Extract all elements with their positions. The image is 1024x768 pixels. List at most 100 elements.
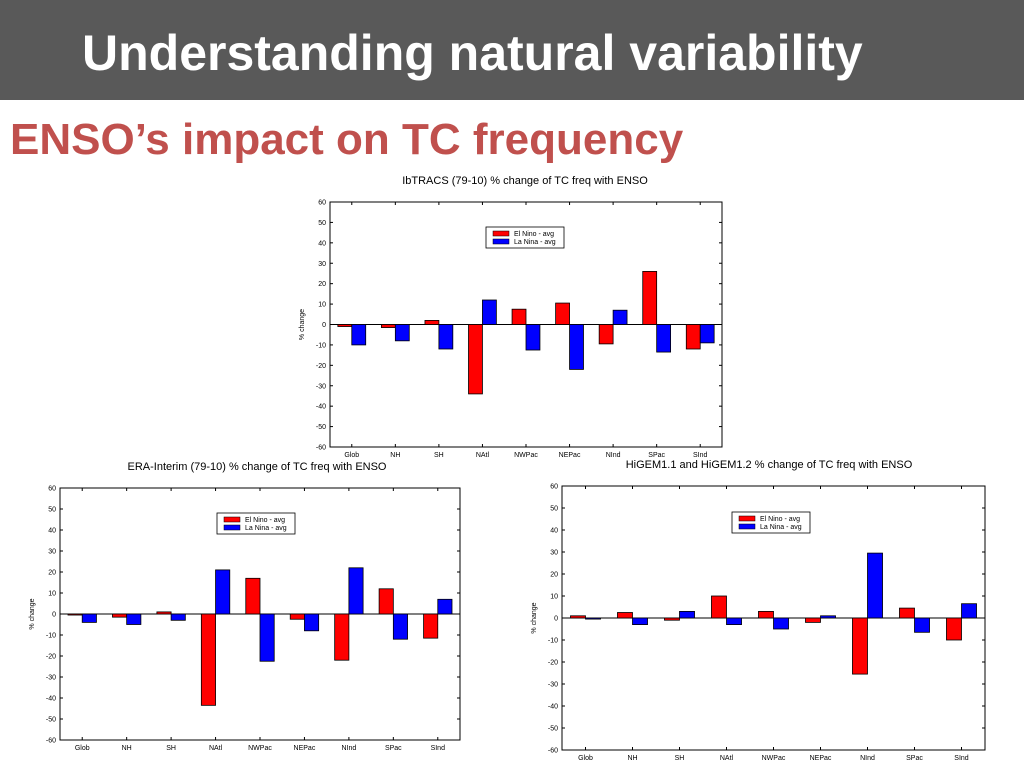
bar-el-nino — [468, 324, 483, 395]
bar-el-nino — [711, 595, 727, 619]
bar-la-nina — [961, 603, 977, 619]
bar-el-nino — [685, 324, 701, 350]
y-tick-label: 30 — [318, 261, 326, 268]
y-tick-label: -30 — [316, 383, 326, 390]
x-tick-label: SPac — [648, 452, 665, 459]
y-tick-label: 20 — [318, 281, 326, 288]
x-tick-label: NWPac — [248, 745, 272, 752]
bar-el-nino — [758, 610, 774, 619]
bar-el-nino — [67, 613, 83, 616]
y-tick-label: 30 — [550, 550, 558, 557]
bar-el-nino — [112, 613, 128, 618]
y-tick-label: 20 — [48, 570, 56, 577]
y-tick-label: -60 — [548, 748, 558, 755]
x-tick-label: NInd — [860, 755, 875, 762]
y-tick-label: 50 — [550, 506, 558, 513]
bar-el-nino — [380, 324, 396, 328]
bar-la-nina — [482, 299, 497, 325]
y-tick-label: -60 — [46, 738, 56, 745]
y-axis-label: % change — [29, 598, 36, 629]
x-tick-label: NEPac — [810, 755, 832, 762]
legend-swatch-la-nina — [492, 238, 510, 245]
y-tick-label: 60 — [550, 484, 558, 491]
y-tick-label: 50 — [48, 507, 56, 514]
bar-la-nina — [585, 617, 601, 620]
legend-swatch-la-nina — [223, 524, 241, 531]
legend-swatch-el-nino — [738, 515, 756, 522]
bar-el-nino — [156, 611, 172, 615]
bar-el-nino — [423, 613, 439, 639]
y-tick-label: 10 — [550, 594, 558, 601]
y-tick-label: 30 — [48, 549, 56, 556]
bar-la-nina — [351, 324, 367, 346]
x-tick-label: NH — [390, 452, 400, 459]
bar-el-nino — [617, 612, 633, 619]
bar-la-nina — [348, 567, 364, 615]
bar-la-nina — [81, 613, 97, 623]
x-tick-label: SInd — [693, 452, 708, 459]
x-tick-label: SH — [675, 755, 685, 762]
x-tick-label: NWPac — [514, 452, 538, 459]
y-tick-label: -40 — [46, 696, 56, 703]
x-tick-label: Glob — [75, 745, 90, 752]
chart-ibtracs: IbTRACS (79-10) % change of TC freq with… — [299, 175, 723, 459]
x-tick-label: SInd — [954, 755, 969, 762]
bar-la-nina — [259, 613, 275, 662]
y-tick-label: -50 — [46, 717, 56, 724]
chart-era-interim: ERA-Interim (79-10) % change of TC freq … — [29, 461, 461, 752]
bar-la-nina — [392, 613, 408, 640]
x-tick-label: NAtl — [720, 755, 734, 762]
y-tick-label: -20 — [46, 654, 56, 661]
bar-la-nina — [437, 598, 453, 615]
bar-el-nino — [424, 320, 440, 325]
y-tick-label: 60 — [318, 200, 326, 207]
title-bar — [0, 0, 1024, 100]
bar-la-nina — [569, 324, 584, 370]
x-tick-label: NH — [627, 755, 637, 762]
bar-el-nino — [899, 607, 915, 619]
bar-la-nina — [656, 324, 672, 353]
legend-label-la-nina: La Nina - avg — [245, 525, 287, 532]
bar-la-nina — [612, 309, 628, 325]
chart-title: HiGEM1.1 and HiGEM1.2 % change of TC fre… — [626, 459, 913, 471]
bar-el-nino — [289, 613, 305, 620]
legend-label-la-nina: La Nina - avg — [514, 239, 556, 246]
bar-el-nino — [598, 324, 614, 345]
x-tick-label: NInd — [606, 452, 621, 459]
x-tick-label: NAtl — [476, 452, 490, 459]
x-tick-label: SH — [434, 452, 444, 459]
x-tick-label: SInd — [431, 745, 446, 752]
bar-el-nino — [852, 617, 868, 675]
chart-title: ERA-Interim (79-10) % change of TC freq … — [127, 461, 386, 473]
x-tick-label: NEPac — [294, 745, 316, 752]
y-tick-label: 40 — [48, 528, 56, 535]
y-tick-label: 0 — [554, 616, 558, 623]
x-tick-label: SPac — [385, 745, 402, 752]
y-axis-label: % change — [299, 309, 306, 340]
y-tick-label: -40 — [316, 404, 326, 411]
bar-la-nina — [215, 569, 231, 615]
legend-label-el-nino: El Nino - avg — [245, 517, 285, 524]
y-tick-label: -60 — [316, 445, 326, 452]
y-tick-label: -50 — [548, 726, 558, 733]
slide-title: Understanding natural variability — [82, 25, 863, 81]
y-tick-label: -20 — [316, 363, 326, 370]
legend-swatch-la-nina — [738, 523, 756, 530]
bar-el-nino — [555, 302, 570, 325]
y-axis-label: % change — [531, 602, 538, 633]
bar-la-nina — [632, 617, 648, 625]
legend-label-el-nino: El Nino - avg — [514, 231, 554, 238]
bar-la-nina — [438, 324, 454, 350]
legend-label-la-nina: La Nina - avg — [760, 524, 802, 531]
x-tick-label: NEPac — [559, 452, 581, 459]
y-tick-label: 0 — [52, 612, 56, 619]
x-tick-label: NInd — [341, 745, 356, 752]
bar-la-nina — [867, 552, 883, 619]
y-tick-label: 10 — [48, 591, 56, 598]
bar-la-nina — [170, 613, 186, 621]
y-tick-label: 40 — [318, 240, 326, 247]
bar-el-nino — [805, 617, 821, 623]
legend-swatch-el-nino — [223, 516, 241, 523]
bar-el-nino — [245, 577, 261, 615]
y-tick-label: 0 — [322, 322, 326, 329]
